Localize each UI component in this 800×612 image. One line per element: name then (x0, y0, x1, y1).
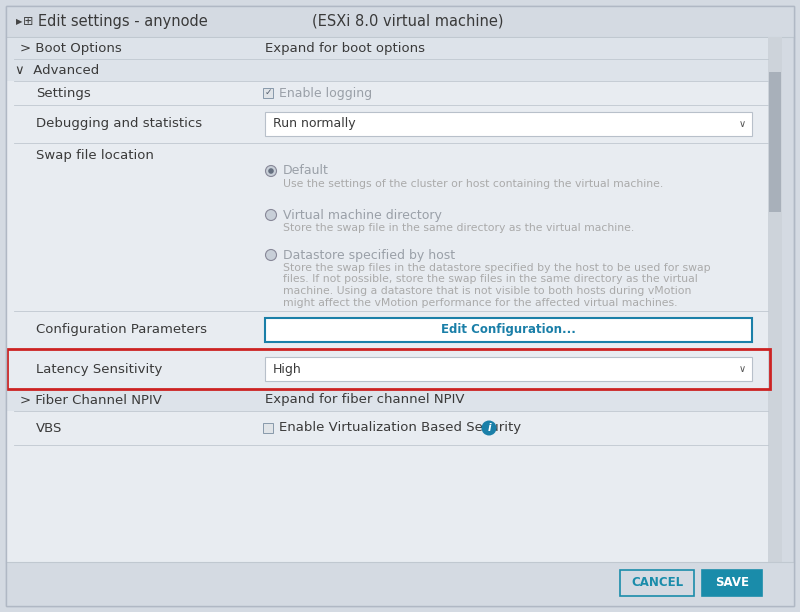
Bar (6, 143, 768, 311)
Bar (263, 423, 273, 433)
Text: Virtual machine directory: Virtual machine directory (283, 209, 442, 222)
Bar (620, 570, 694, 596)
Bar (6, 562, 794, 606)
Text: ∨  Advanced: ∨ Advanced (15, 64, 99, 76)
Text: Swap file location: Swap file location (36, 149, 154, 162)
Bar (265, 112, 752, 136)
Bar (768, 37, 782, 562)
Bar (6, 389, 768, 411)
Bar (6, 38, 768, 59)
Bar (6, 445, 768, 562)
Text: Settings: Settings (36, 86, 90, 100)
Text: ⊞: ⊞ (23, 15, 34, 28)
Text: High: High (273, 362, 302, 376)
Bar (265, 357, 752, 381)
Text: ∨: ∨ (738, 364, 746, 374)
Bar (6, 349, 768, 389)
Bar (6, 81, 768, 105)
Text: Default: Default (283, 165, 329, 177)
Bar (6, 59, 768, 81)
Text: Enable logging: Enable logging (279, 86, 372, 100)
Text: files. If not possible, store the swap files in the same directory as the virtua: files. If not possible, store the swap f… (283, 275, 698, 285)
Circle shape (266, 209, 277, 220)
Text: > Fiber Channel NPIV: > Fiber Channel NPIV (20, 394, 162, 406)
Circle shape (268, 168, 274, 174)
Bar (265, 318, 752, 342)
Bar (6, 6, 794, 37)
Text: Edit settings - anynode: Edit settings - anynode (38, 14, 208, 29)
Bar (702, 570, 762, 596)
Circle shape (266, 165, 277, 176)
Bar (6, 37, 768, 562)
Text: Enable Virtualization Based Security: Enable Virtualization Based Security (279, 422, 521, 435)
Circle shape (482, 420, 497, 436)
Text: Store the swap file in the same directory as the virtual machine.: Store the swap file in the same director… (283, 223, 634, 233)
Text: ✓: ✓ (264, 88, 272, 97)
Text: VBS: VBS (36, 422, 62, 435)
Text: SAVE: SAVE (715, 577, 749, 589)
Text: Use the settings of the cluster or host containing the virtual machine.: Use the settings of the cluster or host … (283, 179, 663, 189)
Bar (769, 72, 781, 212)
Text: ∨: ∨ (738, 119, 746, 129)
Text: Datastore specified by host: Datastore specified by host (283, 248, 455, 261)
Text: i: i (487, 423, 490, 433)
Text: Configuration Parameters: Configuration Parameters (36, 324, 207, 337)
Text: > Boot Options: > Boot Options (20, 42, 122, 55)
Bar (6, 105, 768, 143)
Text: Store the swap files in the datastore specified by the host to be used for swap: Store the swap files in the datastore sp… (283, 263, 710, 273)
Text: (ESXi 8.0 virtual machine): (ESXi 8.0 virtual machine) (312, 14, 504, 29)
Text: Edit Configuration...: Edit Configuration... (441, 324, 576, 337)
Text: CANCEL: CANCEL (631, 577, 683, 589)
Bar (6, 311, 768, 349)
Bar (7, 349, 770, 389)
Text: Latency Sensitivity: Latency Sensitivity (36, 362, 162, 376)
Text: might affect the vMotion performance for the affected virtual machines.: might affect the vMotion performance for… (283, 297, 678, 307)
Text: Expand for boot options: Expand for boot options (265, 42, 425, 55)
Text: machine. Using a datastore that is not visible to both hosts during vMotion: machine. Using a datastore that is not v… (283, 286, 691, 296)
Bar (263, 88, 273, 98)
Text: ▶: ▶ (16, 17, 22, 26)
Text: Expand for fiber channel NPIV: Expand for fiber channel NPIV (265, 394, 465, 406)
Bar (6, 411, 768, 445)
Text: Run normally: Run normally (273, 118, 356, 130)
Text: Debugging and statistics: Debugging and statistics (36, 118, 202, 130)
Circle shape (266, 250, 277, 261)
